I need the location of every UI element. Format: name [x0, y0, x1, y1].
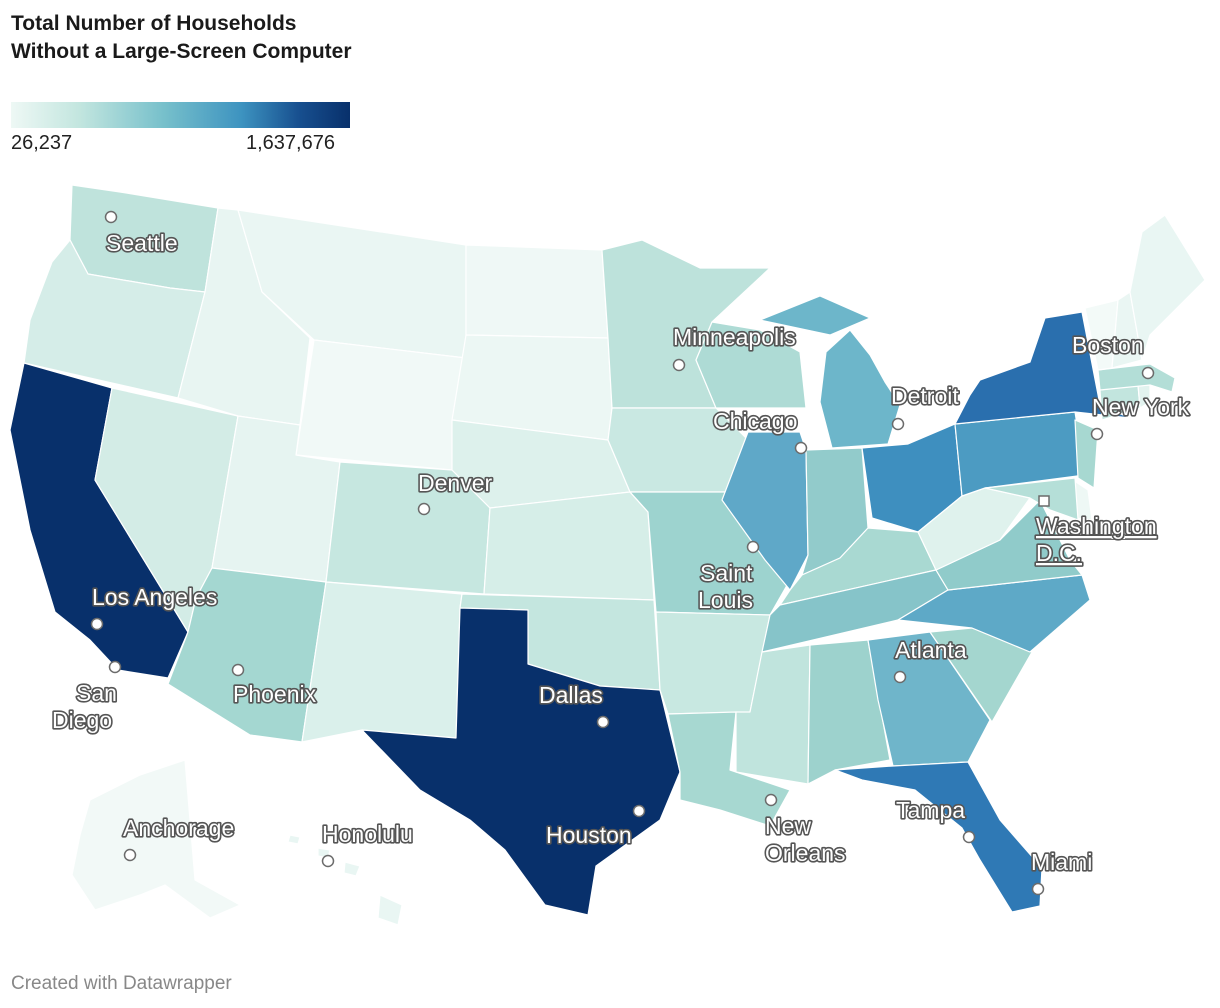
city-label-chicago: Chicago: [713, 408, 797, 434]
state-louisiana[interactable]: [667, 711, 791, 827]
state-massachusetts[interactable]: [1097, 363, 1176, 393]
city-marker-phoenix[interactable]: [231, 663, 245, 677]
legend-max-label: 1,637,676: [246, 132, 335, 154]
city-label-saint-louis: Saint Louis: [698, 560, 753, 613]
city-label-new-york: New York: [1092, 394, 1190, 420]
city-label-miami: Miami: [1031, 849, 1092, 875]
city-label-dallas: Dallas: [539, 682, 603, 708]
city-marker-minneapolis[interactable]: [672, 358, 686, 372]
cities-layer: Seattle Minneapolis Boston Detroit New Y…: [50, 210, 1191, 896]
city-marker-chicago[interactable]: [794, 441, 808, 455]
city-marker-detroit[interactable]: [891, 417, 905, 431]
city-marker-san-diego[interactable]: [108, 660, 122, 674]
city-marker-saint-louis[interactable]: [746, 540, 760, 554]
legend-min-label: 26,237: [11, 132, 73, 154]
state-south-carolina[interactable]: [929, 627, 1033, 723]
state-michigan[interactable]: [759, 295, 901, 449]
state-maine[interactable]: [1129, 214, 1206, 361]
city-marker-denver[interactable]: [417, 502, 431, 516]
city-label-denver: Denver: [418, 470, 492, 496]
city-label-anchorage: Anchorage: [123, 815, 234, 841]
city-label-washington-dc: Washington D.C.: [1036, 513, 1157, 566]
state-wyoming[interactable]: [295, 339, 467, 471]
city-marker-los-angeles[interactable]: [90, 617, 104, 631]
state-kansas[interactable]: [483, 491, 655, 601]
city-marker-boston[interactable]: [1141, 366, 1155, 380]
color-legend-bar: [11, 102, 350, 128]
city-label-san-diego: San Diego: [52, 680, 117, 733]
city-label-new-orleans: New Orleans: [765, 813, 846, 866]
map-title: Total Number of Households Without a Lar…: [11, 12, 352, 63]
states-layer: [9, 184, 1206, 926]
city-marker-houston[interactable]: [632, 804, 646, 818]
state-north-dakota[interactable]: [465, 244, 609, 339]
city-marker-new-york[interactable]: [1090, 427, 1104, 441]
city-marker-anchorage[interactable]: [123, 848, 137, 862]
state-illinois[interactable]: [721, 431, 809, 591]
state-maryland[interactable]: [984, 477, 1079, 521]
city-marker-dallas[interactable]: [596, 715, 610, 729]
city-label-houston: Houston: [546, 822, 632, 848]
city-label-phoenix: Phoenix: [233, 681, 317, 707]
city-marker-miami[interactable]: [1031, 882, 1045, 896]
city-label-tampa: Tampa: [896, 797, 965, 823]
state-texas[interactable]: [361, 607, 681, 916]
city-label-minneapolis: Minneapolis: [673, 324, 796, 350]
city-marker-seattle[interactable]: [104, 210, 118, 224]
city-label-honolulu: Honolulu: [322, 821, 413, 847]
state-hawaii[interactable]: [287, 834, 403, 926]
city-label-detroit: Detroit: [891, 383, 959, 409]
state-alaska[interactable]: [71, 759, 241, 919]
city-label-atlanta: Atlanta: [895, 637, 967, 663]
city-label-seattle: Seattle: [106, 230, 178, 256]
state-new-mexico[interactable]: [301, 581, 463, 743]
credit-text: Created with Datawrapper: [11, 973, 232, 994]
city-marker-new-orleans[interactable]: [764, 793, 778, 807]
city-label-boston: Boston: [1072, 332, 1144, 358]
state-florida[interactable]: [834, 761, 1043, 913]
city-label-los-angeles: Los Angeles: [92, 584, 217, 610]
state-alabama[interactable]: [807, 639, 891, 785]
state-new-york[interactable]: [954, 311, 1131, 425]
city-marker-atlanta[interactable]: [893, 670, 907, 684]
city-marker-tampa[interactable]: [962, 830, 976, 844]
city-marker-honolulu[interactable]: [321, 854, 335, 868]
state-wisconsin[interactable]: [695, 321, 807, 409]
city-marker-washington-dc[interactable]: [1038, 495, 1050, 507]
